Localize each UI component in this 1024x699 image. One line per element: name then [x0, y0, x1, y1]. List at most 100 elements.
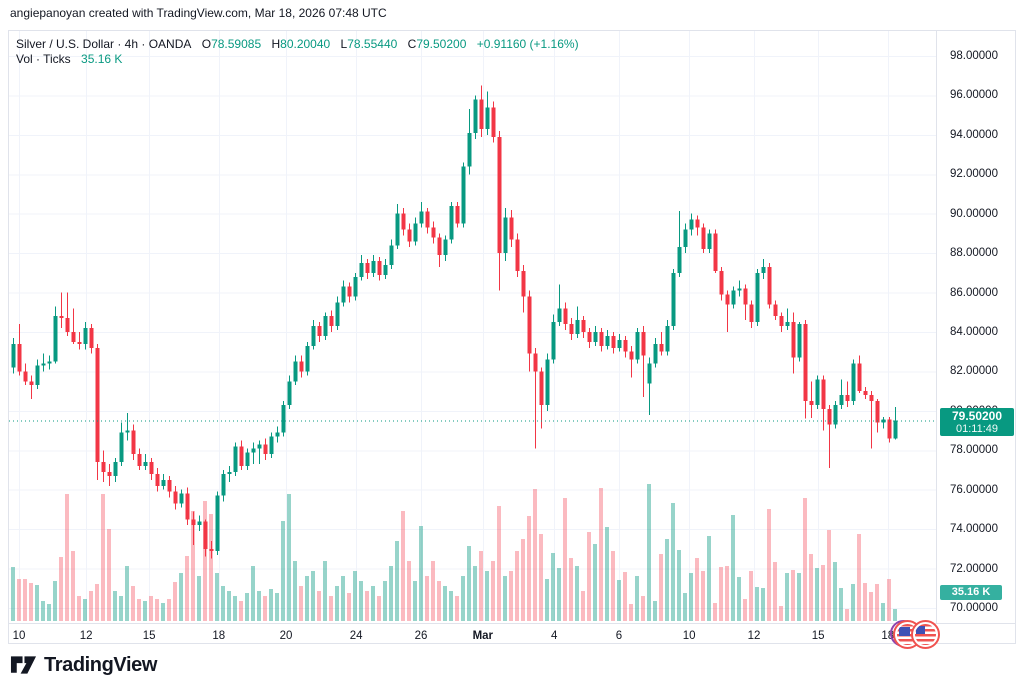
candle [479, 85, 484, 137]
candle [569, 318, 574, 340]
price-tick-label: 74.00000 [950, 523, 998, 536]
candle [515, 233, 520, 277]
candle [539, 367, 544, 429]
volume-bar [173, 582, 177, 621]
candle [791, 312, 796, 374]
tradingview-logo[interactable]: TradingView [10, 653, 157, 677]
candle [23, 363, 28, 386]
candle [209, 540, 214, 559]
change-value: +0.91160 (+1.16%) [476, 37, 579, 51]
price-tick-label: 92.00000 [950, 168, 998, 181]
candle [71, 308, 76, 344]
volume-bar [701, 571, 705, 621]
candle [197, 515, 202, 532]
candle [881, 416, 886, 429]
candle [287, 375, 292, 409]
volume-legend[interactable]: Vol · Ticks 35.16 K [16, 52, 122, 66]
volume-bar [365, 591, 369, 621]
volume-bar [137, 599, 141, 621]
volume-bar [47, 604, 51, 621]
symbol-legend[interactable]: Silver / U.S. Dollar · 4h · OANDA O78.59… [16, 37, 579, 51]
candle [395, 203, 400, 250]
candle [191, 511, 196, 545]
candle [173, 485, 178, 510]
volume-bar [563, 498, 567, 621]
volume-bar [659, 554, 663, 621]
volume-bar [533, 489, 537, 621]
candle [875, 399, 880, 433]
volume-bar [863, 583, 867, 621]
volume-bar [227, 591, 231, 621]
volume-bar [83, 599, 87, 621]
candle [329, 310, 334, 332]
candle [629, 345, 634, 378]
candle [527, 290, 532, 372]
candle [59, 292, 64, 329]
time-tick-label: 4 [550, 630, 558, 642]
candle [359, 255, 364, 281]
candle [503, 207, 508, 262]
grid-lines [9, 31, 936, 621]
volume-bar [131, 586, 135, 621]
candle [239, 440, 244, 470]
candle [167, 475, 172, 498]
candle [623, 335, 628, 358]
volume-bar [431, 561, 435, 621]
volume-bar [335, 586, 339, 621]
candle [215, 491, 220, 555]
volume-bar [311, 571, 315, 621]
volume-bar [635, 576, 639, 621]
volume-bar [503, 576, 507, 621]
candle [89, 324, 94, 354]
volume-bar [647, 484, 651, 621]
close-label: C [407, 37, 417, 51]
candle [389, 239, 394, 269]
price-tick-label: 70.00000 [950, 602, 998, 614]
candle [653, 337, 658, 368]
volume-bar [161, 603, 165, 621]
volume-bar [473, 566, 477, 621]
volume-bar [479, 551, 483, 621]
candle [617, 333, 622, 352]
symbol-title[interactable]: Silver / U.S. Dollar · 4h · OANDA [16, 37, 192, 51]
volume-bar [317, 591, 321, 621]
current-price-label: 79.50200 01:11:49 [940, 407, 1014, 436]
candle [677, 210, 682, 277]
volume-bar [407, 561, 411, 621]
candle [725, 290, 730, 332]
candle [161, 473, 166, 490]
volume-legend-label: Vol · Ticks [16, 52, 71, 66]
time-tick-label: 20 [279, 630, 293, 642]
volume-bar [683, 593, 687, 621]
attribution-text: angiepanoyan created with TradingView.co… [10, 6, 387, 20]
volume-bar [437, 581, 441, 621]
volume-bar [665, 539, 669, 621]
volume-bar [383, 581, 387, 621]
volume-bar [377, 596, 381, 621]
volume-bar [347, 593, 351, 621]
volume-bar [497, 506, 501, 621]
candle [839, 379, 844, 409]
volume-bar [755, 587, 759, 621]
candle [83, 322, 88, 350]
volume-bar [857, 534, 861, 621]
candle [767, 263, 772, 309]
candle [773, 300, 778, 321]
volume-bar [11, 567, 15, 621]
volume-bar [269, 589, 273, 621]
volume-bar [329, 596, 333, 621]
chart-widget: Silver / U.S. Dollar · 4h · OANDA O78.59… [8, 30, 1016, 649]
open-value: 78.59085 [211, 37, 262, 51]
volume-bar [179, 573, 183, 621]
candle [383, 259, 388, 279]
candle [563, 302, 568, 331]
candle [665, 320, 670, 356]
bar-countdown: 01:11:49 [955, 422, 998, 435]
price-tick-label: 86.00000 [950, 286, 998, 299]
volume-bar [341, 576, 345, 621]
candle [797, 322, 802, 362]
candlestick-chart[interactable] [9, 31, 1015, 643]
volume-bar [287, 494, 291, 621]
volume-bar [443, 586, 447, 621]
candle [641, 326, 646, 398]
